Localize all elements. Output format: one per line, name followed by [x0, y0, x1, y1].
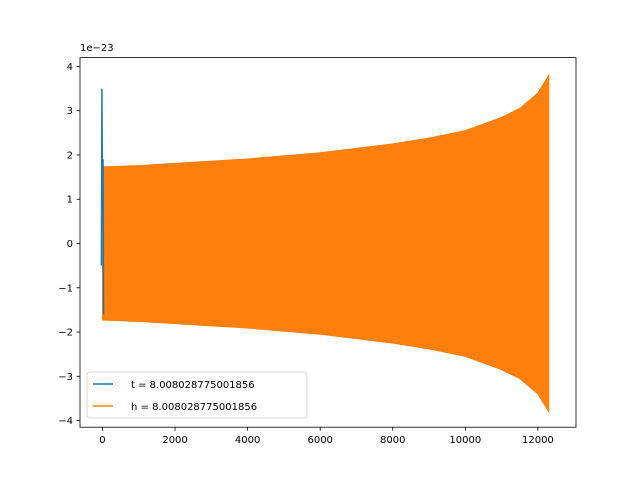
- y-tick-label: −4: [58, 416, 73, 427]
- y-axis: 4 3 2 1 0 −1 −2 −3 −4: [58, 62, 80, 427]
- x-axis: 0 2000 4000 6000 8000 10000 12000: [99, 427, 554, 446]
- y-tick-label: −1: [58, 283, 73, 294]
- y-tick-label: 3: [67, 106, 73, 117]
- legend-label: t = 8.008028775001856: [131, 380, 255, 391]
- x-tick-label: 2000: [162, 435, 187, 446]
- x-tick-label: 10000: [449, 435, 481, 446]
- y-tick-label: 4: [67, 62, 73, 73]
- x-tick-label: 12000: [522, 435, 554, 446]
- legend-box: [86, 371, 308, 419]
- y-tick-label: −2: [58, 328, 73, 339]
- x-tick-label: 4000: [235, 435, 260, 446]
- x-tick-label: 8000: [380, 435, 405, 446]
- y-tick-label: 2: [67, 150, 73, 161]
- y-offset-label: 1e−23: [80, 43, 114, 54]
- series-h-envelope: [102, 73, 550, 414]
- x-tick-label: 6000: [307, 435, 332, 446]
- series-t-line: [100, 88, 105, 315]
- y-tick-label: −3: [58, 372, 73, 383]
- y-tick-label: 0: [67, 239, 73, 250]
- legend: t = 8.008028775001856 h = 8.0080287750018…: [86, 371, 308, 419]
- y-tick-label: 1: [67, 195, 73, 206]
- legend-label: h = 8.008028775001856: [131, 402, 257, 413]
- x-tick-label: 0: [99, 435, 105, 446]
- plot-frame: [79, 57, 577, 428]
- series-layer: [100, 73, 550, 414]
